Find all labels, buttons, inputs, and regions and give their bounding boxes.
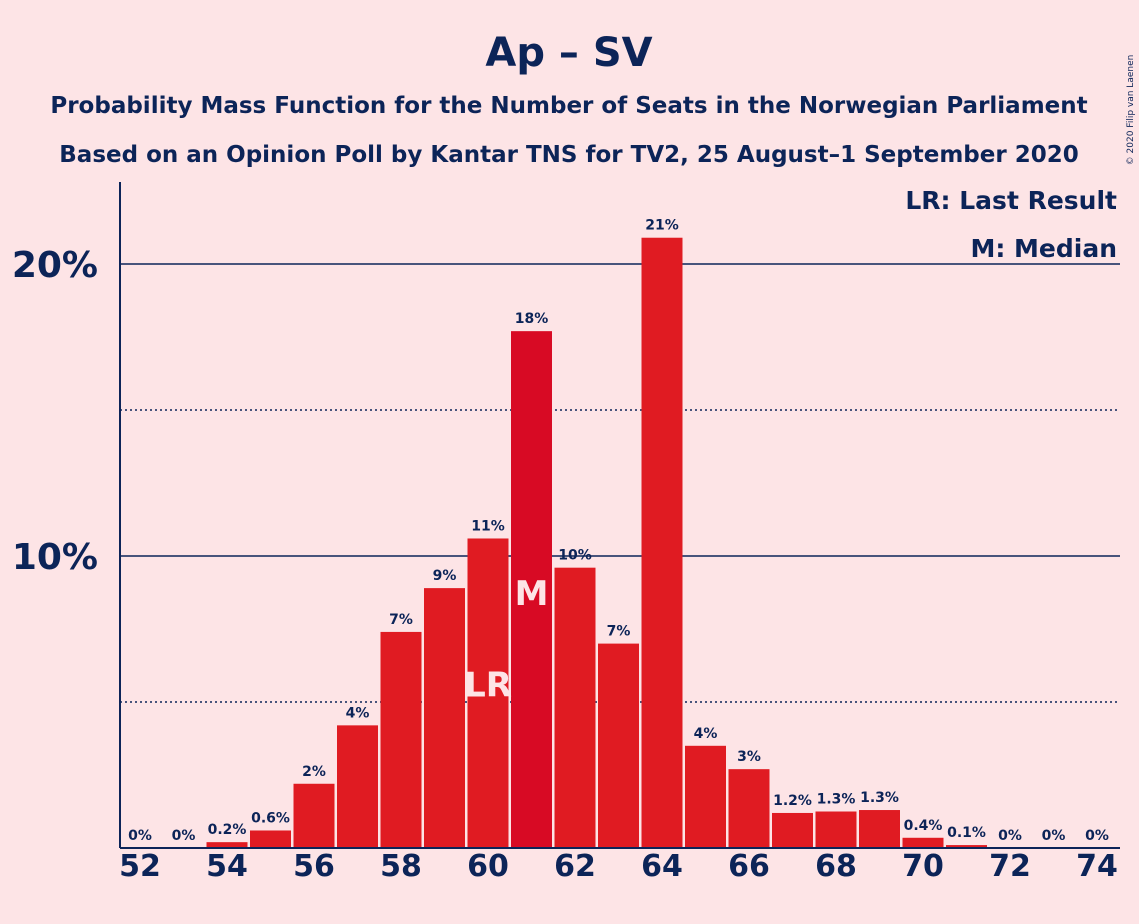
x-tick-label: 60 bbox=[467, 849, 509, 884]
bar-61 bbox=[511, 331, 552, 848]
bar-63 bbox=[598, 643, 639, 848]
bar-markers: LR M bbox=[464, 574, 548, 705]
bar-62 bbox=[554, 567, 596, 848]
data-label-72: 0% bbox=[998, 828, 1022, 844]
x-tick-label: 62 bbox=[554, 849, 596, 884]
x-tick-label: 70 bbox=[902, 849, 944, 884]
data-label-71: 0.1% bbox=[947, 825, 986, 841]
data-label-57: 4% bbox=[346, 705, 370, 721]
y-tick-labels: 10% 20% bbox=[12, 245, 98, 578]
data-labels: 0% 0% 0.2%0.6% 2% 4% 7% 9% 11% 18% 10% 7% 21% 4% 3% 1.… bbox=[128, 218, 1109, 844]
data-label-60: 11% bbox=[471, 518, 505, 534]
data-label-62: 10% bbox=[558, 548, 592, 564]
data-label-70: 0.4% bbox=[904, 818, 943, 834]
x-tick-label: 54 bbox=[206, 849, 248, 884]
data-label-68: 1.3% bbox=[817, 792, 856, 808]
data-label-63: 7% bbox=[607, 624, 631, 640]
bar-59 bbox=[424, 588, 465, 848]
chart-title: Ap – SV bbox=[485, 30, 652, 76]
bar-55 bbox=[250, 830, 291, 848]
bars bbox=[206, 237, 987, 849]
x-tick-label: 74 bbox=[1076, 849, 1118, 884]
x-tick-label: 66 bbox=[728, 849, 770, 884]
data-label-66: 3% bbox=[737, 749, 761, 765]
data-label-64: 21% bbox=[645, 218, 679, 234]
y-tick-label: 10% bbox=[12, 537, 98, 578]
bar-70 bbox=[902, 837, 944, 848]
data-label-61: 18% bbox=[515, 311, 549, 327]
chart-subtitle-line-1: Probability Mass Function for the Number… bbox=[50, 93, 1087, 119]
last-result-marker: LR bbox=[464, 665, 512, 705]
data-label-73: 0% bbox=[1042, 828, 1066, 844]
x-tick-label: 64 bbox=[641, 849, 683, 884]
x-tick-label: 72 bbox=[989, 849, 1031, 884]
data-label-59: 9% bbox=[433, 568, 457, 584]
legend-median: M: Median bbox=[970, 234, 1117, 263]
bar-58 bbox=[380, 631, 422, 848]
bar-68 bbox=[815, 811, 857, 848]
x-tick-label: 52 bbox=[119, 849, 161, 884]
bar-54 bbox=[206, 842, 248, 848]
data-label-54: 0.2% bbox=[208, 822, 247, 838]
bar-65 bbox=[685, 745, 726, 848]
data-label-74: 0% bbox=[1085, 828, 1109, 844]
data-label-55: 0.6% bbox=[251, 810, 290, 826]
chart-subtitle-line-2: Based on an Opinion Poll by Kantar TNS f… bbox=[59, 142, 1078, 168]
x-tick-label: 68 bbox=[815, 849, 857, 884]
legend-last-result: LR: Last Result bbox=[905, 186, 1117, 215]
data-label-56: 2% bbox=[302, 764, 326, 780]
data-label-69: 1.3% bbox=[860, 790, 899, 806]
axes bbox=[119, 182, 1120, 849]
data-label-53: 0% bbox=[172, 828, 196, 844]
bar-60 bbox=[467, 538, 509, 848]
y-tick-label: 20% bbox=[12, 245, 98, 286]
bar-57 bbox=[337, 725, 378, 848]
bar-67 bbox=[772, 812, 813, 848]
data-label-67: 1.2% bbox=[773, 793, 812, 809]
median-marker: M bbox=[515, 574, 549, 614]
data-label-52: 0% bbox=[128, 828, 152, 844]
data-label-58: 7% bbox=[389, 612, 413, 628]
copyright-notice: © 2020 Filip van Laenen bbox=[1126, 55, 1136, 166]
bar-69 bbox=[859, 810, 900, 848]
x-tick-label: 58 bbox=[380, 849, 422, 884]
x-tick-label: 56 bbox=[293, 849, 335, 884]
data-label-65: 4% bbox=[694, 726, 718, 742]
bar-56 bbox=[293, 783, 335, 848]
bar-66 bbox=[728, 769, 770, 848]
bar-71 bbox=[946, 845, 987, 848]
x-tick-labels: 52 54 56 58 60 62 64 66 68 70 72 74 bbox=[119, 849, 1118, 884]
bar-64 bbox=[641, 237, 683, 849]
